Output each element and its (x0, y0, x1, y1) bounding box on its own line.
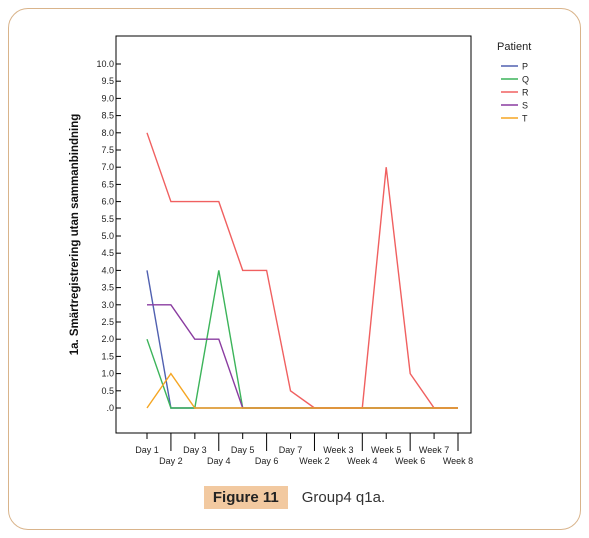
x-tick-label: Day 5 (231, 445, 255, 455)
x-tick-label: Day 4 (207, 456, 231, 466)
x-tick-label: Day 2 (159, 456, 183, 466)
y-tick-label: 5.5 (101, 214, 114, 224)
y-tick-label: 0.5 (101, 386, 114, 396)
y-tick-label: 6.5 (101, 179, 114, 189)
y-tick-label: 2.0 (101, 334, 114, 344)
y-tick-label: 5.0 (101, 231, 114, 241)
figure-label: Figure 11 (203, 486, 288, 509)
y-tick-label: .0 (106, 403, 114, 413)
y-tick-label: 8.0 (101, 128, 114, 138)
legend-label-q: Q (522, 75, 529, 85)
series-line-r (146, 132, 458, 409)
y-tick-label: 9.0 (101, 93, 114, 103)
legend-title: Patient (497, 41, 531, 53)
y-tick-label: 1.0 (101, 369, 114, 379)
y-tick-label: 6.0 (101, 197, 114, 207)
plot-frame (115, 35, 472, 434)
x-tick-label: Week 2 (299, 456, 329, 466)
legend-label-r: R (522, 88, 529, 98)
x-tick-label: Week 3 (323, 445, 353, 455)
y-tick-label: 8.5 (101, 111, 114, 121)
y-tick-label: 3.0 (101, 300, 114, 310)
figure-caption: Figure 11 Group4 q1a. (0, 486, 589, 509)
x-tick-label: Week 6 (395, 456, 425, 466)
y-tick-label: 2.5 (101, 317, 114, 327)
y-tick-label: 3.5 (101, 283, 114, 293)
figure-card (8, 8, 581, 530)
y-tick-label: 10.0 (96, 59, 114, 69)
series-line-p (146, 270, 458, 409)
figure-caption-text: Group4 q1a. (301, 489, 386, 506)
y-tick-label: 1.5 (101, 351, 114, 361)
y-tick-label: 4.5 (101, 248, 114, 258)
y-tick-label: 7.0 (101, 162, 114, 172)
y-tick-label: 4.0 (101, 265, 114, 275)
x-tick-label: Week 4 (347, 456, 377, 466)
legend-label-t: T (522, 114, 528, 124)
x-tick-label: Day 1 (135, 445, 159, 455)
y-axis-title: 1a. Smärtregistrering utan sammanbindnin… (69, 114, 81, 356)
y-tick-label: 9.5 (101, 76, 114, 86)
x-tick-label: Day 6 (255, 456, 279, 466)
series-line-t (146, 372, 458, 409)
x-tick-label: Week 8 (443, 456, 473, 466)
series-line-q (146, 270, 458, 409)
x-tick-label: Week 5 (371, 445, 401, 455)
x-tick-label: Day 3 (183, 445, 207, 455)
x-tick-label: Day 7 (279, 445, 303, 455)
legend-label-p: P (522, 62, 528, 72)
y-tick-label: 7.5 (101, 145, 114, 155)
legend-label-s: S (522, 101, 528, 111)
series-line-s (147, 304, 458, 409)
x-tick-label: Week 7 (419, 445, 449, 455)
